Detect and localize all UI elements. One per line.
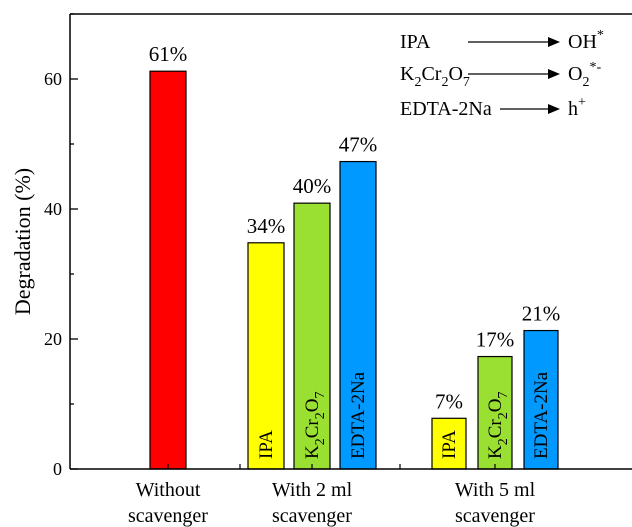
y-tick-label-40: 40 xyxy=(44,199,62,219)
bar-label-1-2: EDTA-2Na xyxy=(348,371,369,459)
axes-layer: 0 20 40 60 Degradation (%) Without scavenger Wi… xyxy=(10,13,632,527)
bar-2-1 xyxy=(477,355,513,470)
legend-target-0: OH*​ xyxy=(568,28,604,53)
bar-label-1-1: K2Cr2O7​ xyxy=(302,392,328,459)
legend-scavenger-0: IPA xyxy=(400,31,431,53)
data-label-1-0: 34% xyxy=(247,214,286,238)
legend-arrow-head-0 xyxy=(548,37,560,47)
data-label-1-2: 47% xyxy=(339,133,378,157)
legend-scavenger-2: EDTA-2Na xyxy=(400,98,492,120)
data-label-2-0: 7% xyxy=(435,389,463,413)
labels-layer: 61% 34% IPA 40% K2Cr2O7​ 47% EDTA-2Na 7% IPA 17% K… xyxy=(149,42,561,459)
category-label-1-line1: With 2 ml xyxy=(272,479,353,501)
category-label-2-line2: scavenger xyxy=(455,505,535,527)
bar-1-2 xyxy=(339,160,377,470)
bar-label-2-1: K2Cr2O7​ xyxy=(485,392,511,459)
legend-scavenger-1: K2Cr2O7​ xyxy=(400,63,470,90)
data-label-0-0: 61% xyxy=(149,42,188,66)
data-label-1-1: 40% xyxy=(293,174,332,198)
bar-label-2-0: IPA xyxy=(439,430,460,459)
y-axis-title: Degradation (%) xyxy=(10,168,35,315)
category-label-0-line1: Without xyxy=(136,479,201,501)
y-tick-label-20: 20 xyxy=(44,329,62,349)
legend: IPA OH*​ K2Cr2O7​ O2*-​ EDTA-2Na h+​ xyxy=(400,28,604,120)
bar-1-0 xyxy=(247,242,285,470)
category-label-2-line1: With 5 ml xyxy=(455,479,536,501)
legend-arrow-head-1 xyxy=(548,69,560,79)
bar-1-1 xyxy=(293,202,331,470)
legend-target-1: O2*-​ xyxy=(568,60,601,90)
category-label-1-line2: scavenger xyxy=(272,505,352,527)
bar-label-1-0: IPA xyxy=(256,430,277,459)
y-tick-label-60: 60 xyxy=(44,69,62,89)
legend-target-2: h+​ xyxy=(568,95,586,120)
data-label-2-1: 17% xyxy=(476,328,515,352)
bar-0-0 xyxy=(149,70,187,470)
data-label-2-2: 21% xyxy=(522,302,561,326)
legend-arrow-head-2 xyxy=(548,104,560,114)
bar-label-2-2: EDTA-2Na xyxy=(531,371,552,459)
y-tick-label-0: 0 xyxy=(53,459,62,479)
category-label-0-line2: scavenger xyxy=(128,505,208,527)
bars-layer xyxy=(149,70,559,470)
